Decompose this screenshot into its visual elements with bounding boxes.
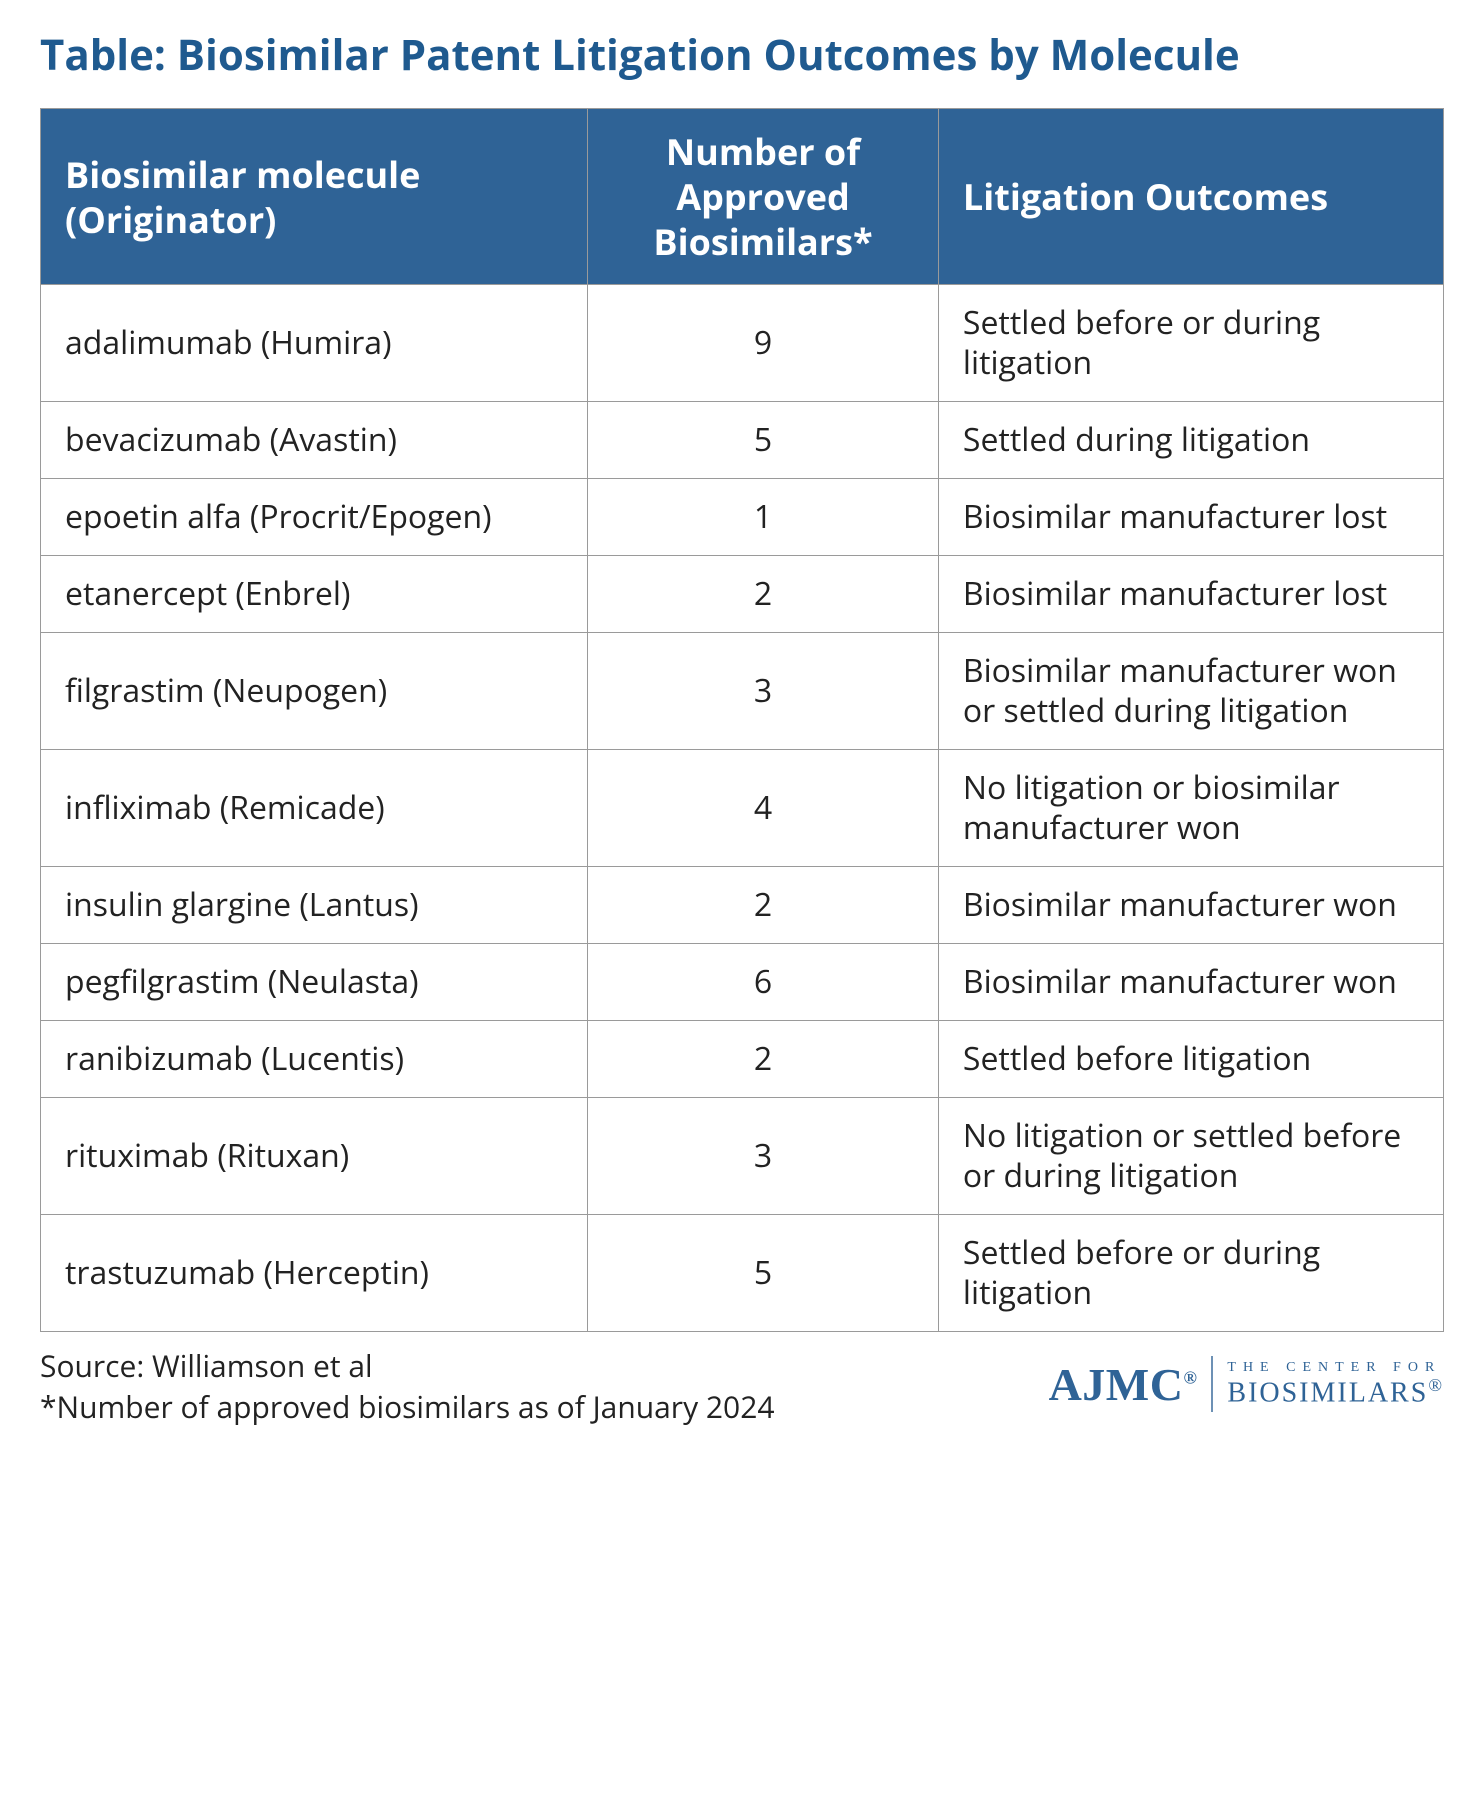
ajmc-logo: AJMC® THE CENTER FOR BIOSIMILARS® (1049, 1356, 1444, 1412)
logo-divider (1211, 1356, 1213, 1412)
footnotes: Source: Williamson et al *Number of appr… (40, 1346, 775, 1427)
table-row: insulin glargine (Lantus) 2 Biosimilar m… (41, 867, 1444, 944)
cell-approved: 4 (588, 750, 939, 867)
footnote-asterisk: *Number of approved biosimilars as of Ja… (40, 1387, 775, 1428)
logo-tagline-bottom: BIOSIMILARS® (1227, 1376, 1444, 1408)
cell-molecule: rituximab (Rituxan) (41, 1098, 588, 1215)
cell-molecule: epoetin alfa (Procrit/Epogen) (41, 479, 588, 556)
table-row: bevacizumab (Avastin) 5 Settled during l… (41, 402, 1444, 479)
logo-subtext: THE CENTER FOR BIOSIMILARS® (1227, 1361, 1444, 1407)
footer: Source: Williamson et al *Number of appr… (40, 1346, 1444, 1427)
footnote-source: Source: Williamson et al (40, 1346, 775, 1387)
cell-outcome: Biosimilar manufacturer lost (938, 556, 1443, 633)
cell-outcome: Settled before litigation (938, 1021, 1443, 1098)
cell-approved: 2 (588, 556, 939, 633)
col-header-outcome: Litigation Outcomes (938, 109, 1443, 285)
cell-approved: 2 (588, 1021, 939, 1098)
cell-molecule: ranibizumab (Lucentis) (41, 1021, 588, 1098)
cell-approved: 6 (588, 944, 939, 1021)
cell-molecule: insulin glargine (Lantus) (41, 867, 588, 944)
registered-icon: ® (1183, 1368, 1197, 1388)
table-row: trastuzumab (Herceptin) 5 Settled before… (41, 1215, 1444, 1332)
cell-outcome: Settled before or during litigation (938, 1215, 1443, 1332)
cell-outcome: Biosimilar manufacturer won (938, 867, 1443, 944)
cell-approved: 1 (588, 479, 939, 556)
cell-approved: 9 (588, 285, 939, 402)
cell-molecule: infliximab (Remicade) (41, 750, 588, 867)
cell-molecule: pegfilgrastim (Neulasta) (41, 944, 588, 1021)
cell-molecule: trastuzumab (Herceptin) (41, 1215, 588, 1332)
cell-molecule: filgrastim (Neupogen) (41, 633, 588, 750)
table-row: pegfilgrastim (Neulasta) 6 Biosimilar ma… (41, 944, 1444, 1021)
cell-approved: 5 (588, 1215, 939, 1332)
cell-outcome: Settled before or during litigation (938, 285, 1443, 402)
logo-biosimilars-text: BIOSIMILARS (1227, 1377, 1428, 1408)
table-row: adalimumab (Humira) 9 Settled before or … (41, 285, 1444, 402)
cell-approved: 3 (588, 633, 939, 750)
table-row: infliximab (Remicade) 4 No litigation or… (41, 750, 1444, 867)
table-row: ranibizumab (Lucentis) 2 Settled before … (41, 1021, 1444, 1098)
cell-outcome: No litigation or biosimilar manufacturer… (938, 750, 1443, 867)
col-header-molecule: Biosimilar molecule (Originator) (41, 109, 588, 285)
cell-outcome: Biosimilar manufacturer lost (938, 479, 1443, 556)
cell-approved: 2 (588, 867, 939, 944)
col-header-approved: Number of Approved Biosimilars* (588, 109, 939, 285)
page-title: Table: Biosimilar Patent Litigation Outc… (40, 30, 1444, 80)
litigation-table: Biosimilar molecule (Originator) Number … (40, 108, 1444, 1332)
table-body: adalimumab (Humira) 9 Settled before or … (41, 285, 1444, 1332)
registered-icon: ® (1428, 1375, 1444, 1395)
cell-molecule: etanercept (Enbrel) (41, 556, 588, 633)
logo-tagline-top: THE CENTER FOR (1227, 1361, 1444, 1376)
cell-outcome: No litigation or settled before or durin… (938, 1098, 1443, 1215)
table-row: rituximab (Rituxan) 3 No litigation or s… (41, 1098, 1444, 1215)
table-header: Biosimilar molecule (Originator) Number … (41, 109, 1444, 285)
cell-molecule: adalimumab (Humira) (41, 285, 588, 402)
logo-ajmc-text: AJMC® (1049, 1358, 1198, 1411)
cell-approved: 3 (588, 1098, 939, 1215)
table-row: etanercept (Enbrel) 2 Biosimilar manufac… (41, 556, 1444, 633)
cell-outcome: Biosimilar manufacturer won or settled d… (938, 633, 1443, 750)
table-row: filgrastim (Neupogen) 3 Biosimilar manuf… (41, 633, 1444, 750)
page-container: Table: Biosimilar Patent Litigation Outc… (0, 0, 1484, 1467)
table-row: epoetin alfa (Procrit/Epogen) 1 Biosimil… (41, 479, 1444, 556)
cell-outcome: Settled during litigation (938, 402, 1443, 479)
cell-molecule: bevacizumab (Avastin) (41, 402, 588, 479)
cell-approved: 5 (588, 402, 939, 479)
cell-outcome: Biosimilar manufacturer won (938, 944, 1443, 1021)
logo-ajmc-letters: AJMC (1049, 1359, 1184, 1410)
